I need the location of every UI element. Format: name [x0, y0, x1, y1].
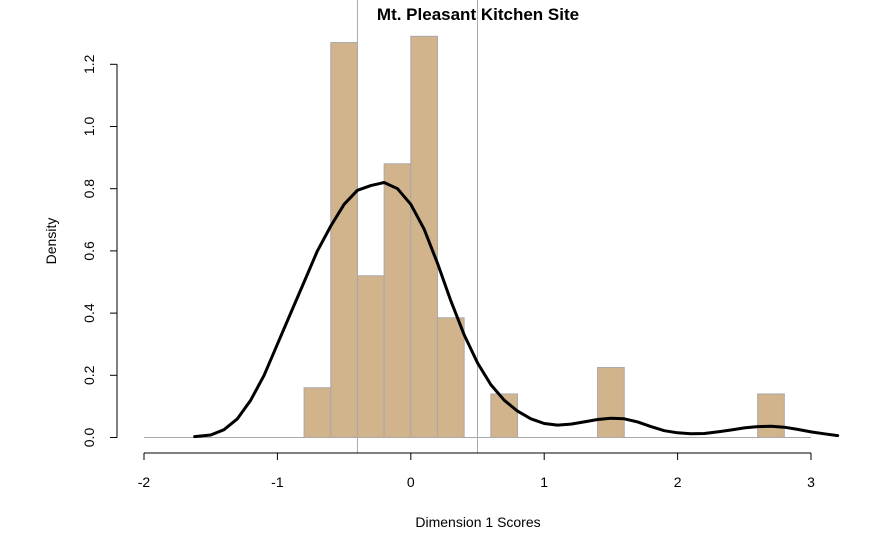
x-tick-label-0: -2	[138, 474, 151, 490]
density-curve-group	[193, 181, 840, 439]
y-axis: 0.0 0.2 0.4 0.6 0.8 1.0 1.2	[81, 54, 118, 448]
x-tick-label-1: -1	[271, 474, 284, 490]
histogram-bar-0	[303, 387, 332, 438]
y-axis-label: Density	[43, 218, 59, 265]
y-tick-label-5: 1.0	[81, 117, 97, 137]
histogram-bar-5	[436, 317, 465, 439]
histogram-bar-7	[597, 367, 625, 438]
histogram-bar-8	[757, 393, 785, 438]
y-tick-label-6: 1.2	[81, 54, 97, 74]
histogram-bar-4	[410, 35, 438, 439]
x-tick-label-3: 1	[540, 474, 548, 490]
histogram-bar-2	[356, 275, 385, 438]
density-curve	[193, 181, 840, 439]
x-tick-label-5: 3	[807, 474, 815, 490]
y-tick-label-4: 0.8	[81, 179, 97, 199]
x-tick-label-4: 2	[674, 474, 682, 490]
x-axis-label: Dimension 1 Scores	[415, 514, 540, 530]
histogram-bar-1	[330, 42, 358, 438]
reference-lines	[356, 0, 478, 453]
y-tick-label-1: 0.2	[81, 365, 97, 385]
x-tick-label-2: 0	[407, 474, 415, 490]
y-tick-label-0: 0.0	[81, 428, 97, 448]
y-tick-label-3: 0.6	[81, 241, 97, 261]
histogram-bars	[144, 35, 811, 439]
x-axis: -2 -1 0 1 2 3	[138, 452, 815, 490]
y-tick-label-2: 0.4	[81, 303, 97, 323]
histogram-bar-3	[383, 163, 412, 438]
